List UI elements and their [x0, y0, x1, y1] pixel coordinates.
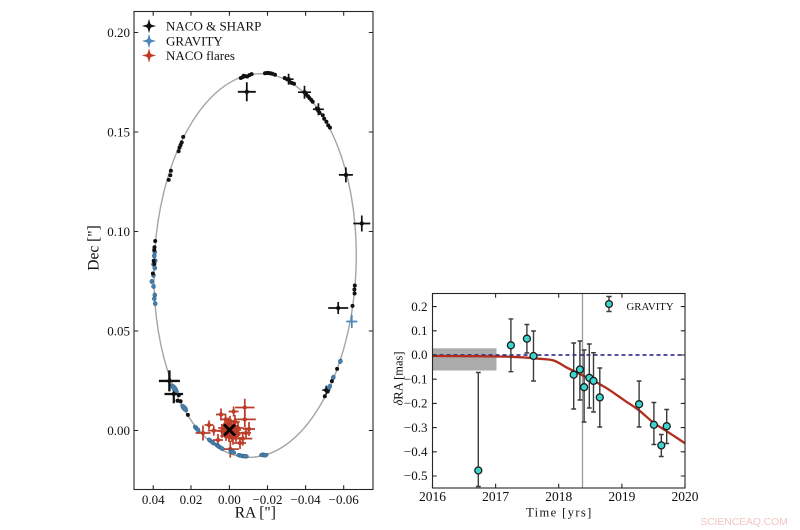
- svg-text:0.04: 0.04: [142, 492, 165, 507]
- svg-text:NACO & SHARP: NACO & SHARP: [166, 19, 261, 34]
- svg-text:Dec ["]: Dec ["]: [86, 225, 103, 270]
- svg-text:Time [yrs]: Time [yrs]: [526, 506, 593, 520]
- svg-text:−0.4: −0.4: [404, 444, 428, 459]
- svg-text:−0.3: −0.3: [404, 420, 428, 435]
- svg-text:2017: 2017: [482, 489, 509, 504]
- svg-text:0.02: 0.02: [180, 492, 203, 507]
- svg-text:−0.5: −0.5: [404, 468, 428, 483]
- svg-text:−0.06: −0.06: [329, 492, 360, 507]
- svg-text:0.05: 0.05: [107, 323, 130, 338]
- svg-text:RA ["]: RA ["]: [235, 505, 276, 522]
- svg-text:0.1: 0.1: [411, 323, 427, 338]
- svg-text:−0.04: −0.04: [291, 492, 322, 507]
- svg-text:2016: 2016: [419, 489, 446, 504]
- svg-text:NACO flares: NACO flares: [166, 48, 235, 63]
- svg-text:0.00: 0.00: [218, 492, 241, 507]
- svg-text:0.15: 0.15: [107, 124, 130, 139]
- svg-text:−0.1: −0.1: [404, 371, 428, 386]
- svg-text:−0.02: −0.02: [252, 492, 282, 507]
- svg-text:δRA [mas]: δRA [mas]: [392, 351, 406, 405]
- svg-text:2018: 2018: [545, 489, 572, 504]
- svg-text:2020: 2020: [672, 489, 699, 504]
- svg-text:2019: 2019: [608, 489, 635, 504]
- svg-text:0.00: 0.00: [107, 423, 130, 438]
- svg-text:0.20: 0.20: [107, 25, 130, 40]
- svg-text:−0.2: −0.2: [404, 396, 428, 411]
- svg-text:SCIENCEAQ.COM: SCIENCEAQ.COM: [700, 517, 788, 528]
- svg-text:0.10: 0.10: [107, 224, 130, 239]
- svg-text:0.0: 0.0: [411, 347, 427, 362]
- svg-text:GRAVITY: GRAVITY: [627, 301, 674, 313]
- svg-text:GRAVITY: GRAVITY: [166, 34, 223, 49]
- svg-text:0.2: 0.2: [411, 299, 427, 314]
